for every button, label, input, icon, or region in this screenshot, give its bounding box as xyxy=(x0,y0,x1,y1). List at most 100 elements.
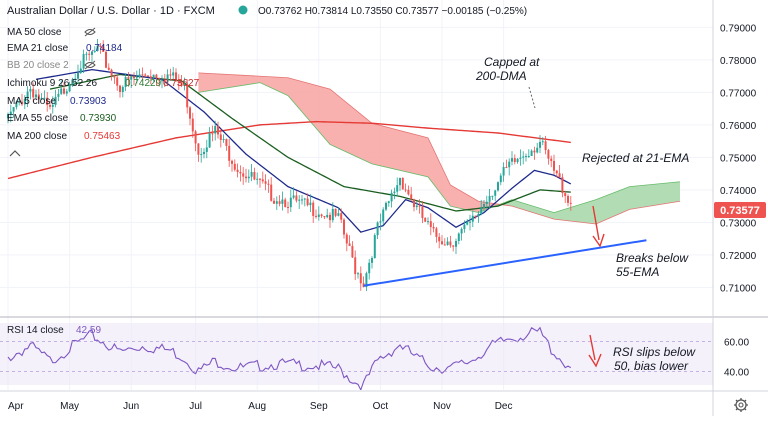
candle xyxy=(401,177,404,190)
candle xyxy=(21,93,23,107)
candle-body xyxy=(23,98,26,105)
candle xyxy=(233,159,236,172)
legend-ma50[interactable]: MA 50 close xyxy=(7,27,62,38)
candle xyxy=(553,154,555,175)
candle-body xyxy=(256,178,259,180)
rsi-arrow xyxy=(588,334,602,368)
candle xyxy=(351,241,354,259)
candle xyxy=(530,149,533,157)
candle xyxy=(141,67,144,81)
candle-body xyxy=(331,208,334,221)
legend-ma5[interactable]: MA 5 close xyxy=(7,96,56,107)
candle-body xyxy=(348,243,351,246)
candle-body xyxy=(359,273,362,284)
candle xyxy=(404,183,407,193)
candle-body xyxy=(357,273,359,275)
candle-body xyxy=(124,77,127,87)
collapse-icon[interactable] xyxy=(9,150,21,157)
candle-body xyxy=(175,72,177,82)
candle-body xyxy=(110,69,113,76)
candle-body xyxy=(77,72,79,79)
candle xyxy=(155,73,158,86)
price-tag-bg xyxy=(714,202,766,218)
candle xyxy=(79,60,82,74)
legend-ema21[interactable]: EMA 21 close xyxy=(7,43,69,54)
settings-gear-icon[interactable] xyxy=(734,398,748,412)
candle xyxy=(144,73,147,78)
candle xyxy=(250,164,253,182)
eye-off-icon[interactable] xyxy=(84,60,96,70)
candle-body xyxy=(63,88,65,94)
candle xyxy=(429,213,432,236)
legend-ema55[interactable]: EMA 55 close xyxy=(7,113,69,124)
candle-body xyxy=(163,80,166,82)
candle xyxy=(37,88,40,103)
candle-body xyxy=(457,233,460,242)
price-tick-label: 0.75000 xyxy=(720,153,757,164)
price-axis-ticks: 0.71000 0.72000 0.73000 0.74000 0.75000 0.760… xyxy=(720,23,757,294)
candle-body xyxy=(281,199,284,204)
candle-body xyxy=(74,78,77,80)
price-tick-label: 0.78000 xyxy=(720,56,757,67)
candle-body xyxy=(250,172,253,177)
candle-body xyxy=(326,214,329,218)
candle-body xyxy=(298,199,301,201)
candle xyxy=(435,226,438,243)
candle-body xyxy=(225,139,228,146)
candle xyxy=(488,188,491,209)
candle-body xyxy=(567,196,569,203)
candle xyxy=(469,214,471,231)
candle xyxy=(536,142,539,154)
candle-body xyxy=(208,133,211,148)
candle xyxy=(32,82,35,102)
ohlc-readout: O0.73762 H0.73814 L0.73550 C0.73577 −0.0… xyxy=(258,6,527,17)
candle xyxy=(158,77,161,87)
eye-off-icon[interactable] xyxy=(84,27,96,37)
candle-body xyxy=(133,76,135,79)
candle-body xyxy=(35,94,37,98)
legend-rsi-value: 42.59 xyxy=(76,325,101,336)
candle-body xyxy=(231,160,233,164)
candle xyxy=(12,107,15,118)
legend-ichimoku-b: 0.73627 xyxy=(163,78,200,89)
candle xyxy=(298,195,301,209)
annotation-rejected: Rejected at 21-EMA xyxy=(582,151,689,165)
candle-body xyxy=(203,151,205,155)
support-trendline xyxy=(363,239,647,287)
candle xyxy=(186,79,189,114)
legend-ichimoku[interactable]: Ichimoku 9 26 52 26 xyxy=(7,78,97,89)
candle xyxy=(15,100,18,110)
candle-body xyxy=(429,221,432,227)
candle xyxy=(29,86,32,100)
candle xyxy=(407,185,410,196)
legend-bb20[interactable]: BB 20 close 2 xyxy=(7,60,69,71)
candle-body xyxy=(387,201,390,203)
candle-body xyxy=(60,88,63,94)
legend-ma200[interactable]: MA 200 close xyxy=(7,131,67,142)
candle-body xyxy=(536,147,539,153)
candle-body xyxy=(494,190,497,196)
candle-body xyxy=(119,85,121,92)
price-tag: 0.73577 xyxy=(720,205,760,217)
candle xyxy=(259,178,261,188)
candle xyxy=(102,40,105,53)
candle-body xyxy=(253,172,256,180)
candle xyxy=(354,250,357,281)
legend-rsi[interactable]: RSI 14 close xyxy=(7,325,64,336)
candle-body xyxy=(9,111,12,115)
candle-body xyxy=(37,94,40,100)
ichimoku-span-a xyxy=(198,82,681,214)
candle-body xyxy=(483,203,485,209)
candle-body xyxy=(513,158,516,163)
candle-body xyxy=(379,221,382,223)
candle xyxy=(474,215,477,219)
candle-body xyxy=(569,202,572,204)
candle xyxy=(365,271,368,291)
candle xyxy=(357,272,359,279)
candle-body xyxy=(278,201,281,204)
candle xyxy=(491,195,494,201)
candle xyxy=(51,96,54,114)
candle-body xyxy=(544,141,547,151)
candle-body xyxy=(186,84,189,108)
candle-body xyxy=(438,236,441,242)
